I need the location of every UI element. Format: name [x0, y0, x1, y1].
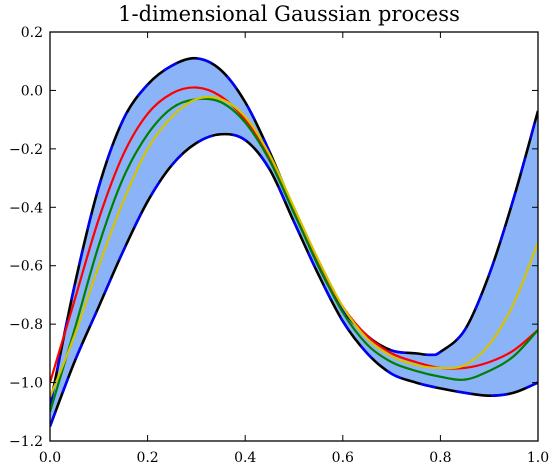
x-tick-label: 0.2	[136, 450, 158, 466]
x-tick-label: 0.4	[234, 450, 256, 466]
y-tick-label: −0.6	[9, 259, 43, 275]
plot-frame	[49, 31, 539, 442]
y-tick-label: 0.2	[21, 25, 43, 41]
y-tick-label: −1.2	[9, 434, 43, 450]
y-tick-label: 0.0	[21, 83, 43, 99]
x-tick-label: 0.8	[429, 450, 451, 466]
sample-line-3	[50, 95, 538, 398]
sample-line-2	[50, 97, 538, 413]
y-tick-label: −0.2	[9, 142, 43, 158]
band-upper-edge	[50, 57, 538, 407]
x-tick-label: 0.6	[332, 450, 354, 466]
x-tick-label: 0.0	[39, 450, 61, 466]
y-tick-label: −0.8	[9, 317, 43, 333]
y-tick-label: −1.0	[9, 376, 43, 392]
confidence-band	[50, 58, 538, 427]
y-tick-label: −0.4	[9, 200, 43, 216]
band-lower-edge	[50, 132, 538, 427]
x-tick-label: 1.0	[527, 450, 549, 466]
chart-title: 1-dimensional Gaussian process	[118, 2, 460, 26]
